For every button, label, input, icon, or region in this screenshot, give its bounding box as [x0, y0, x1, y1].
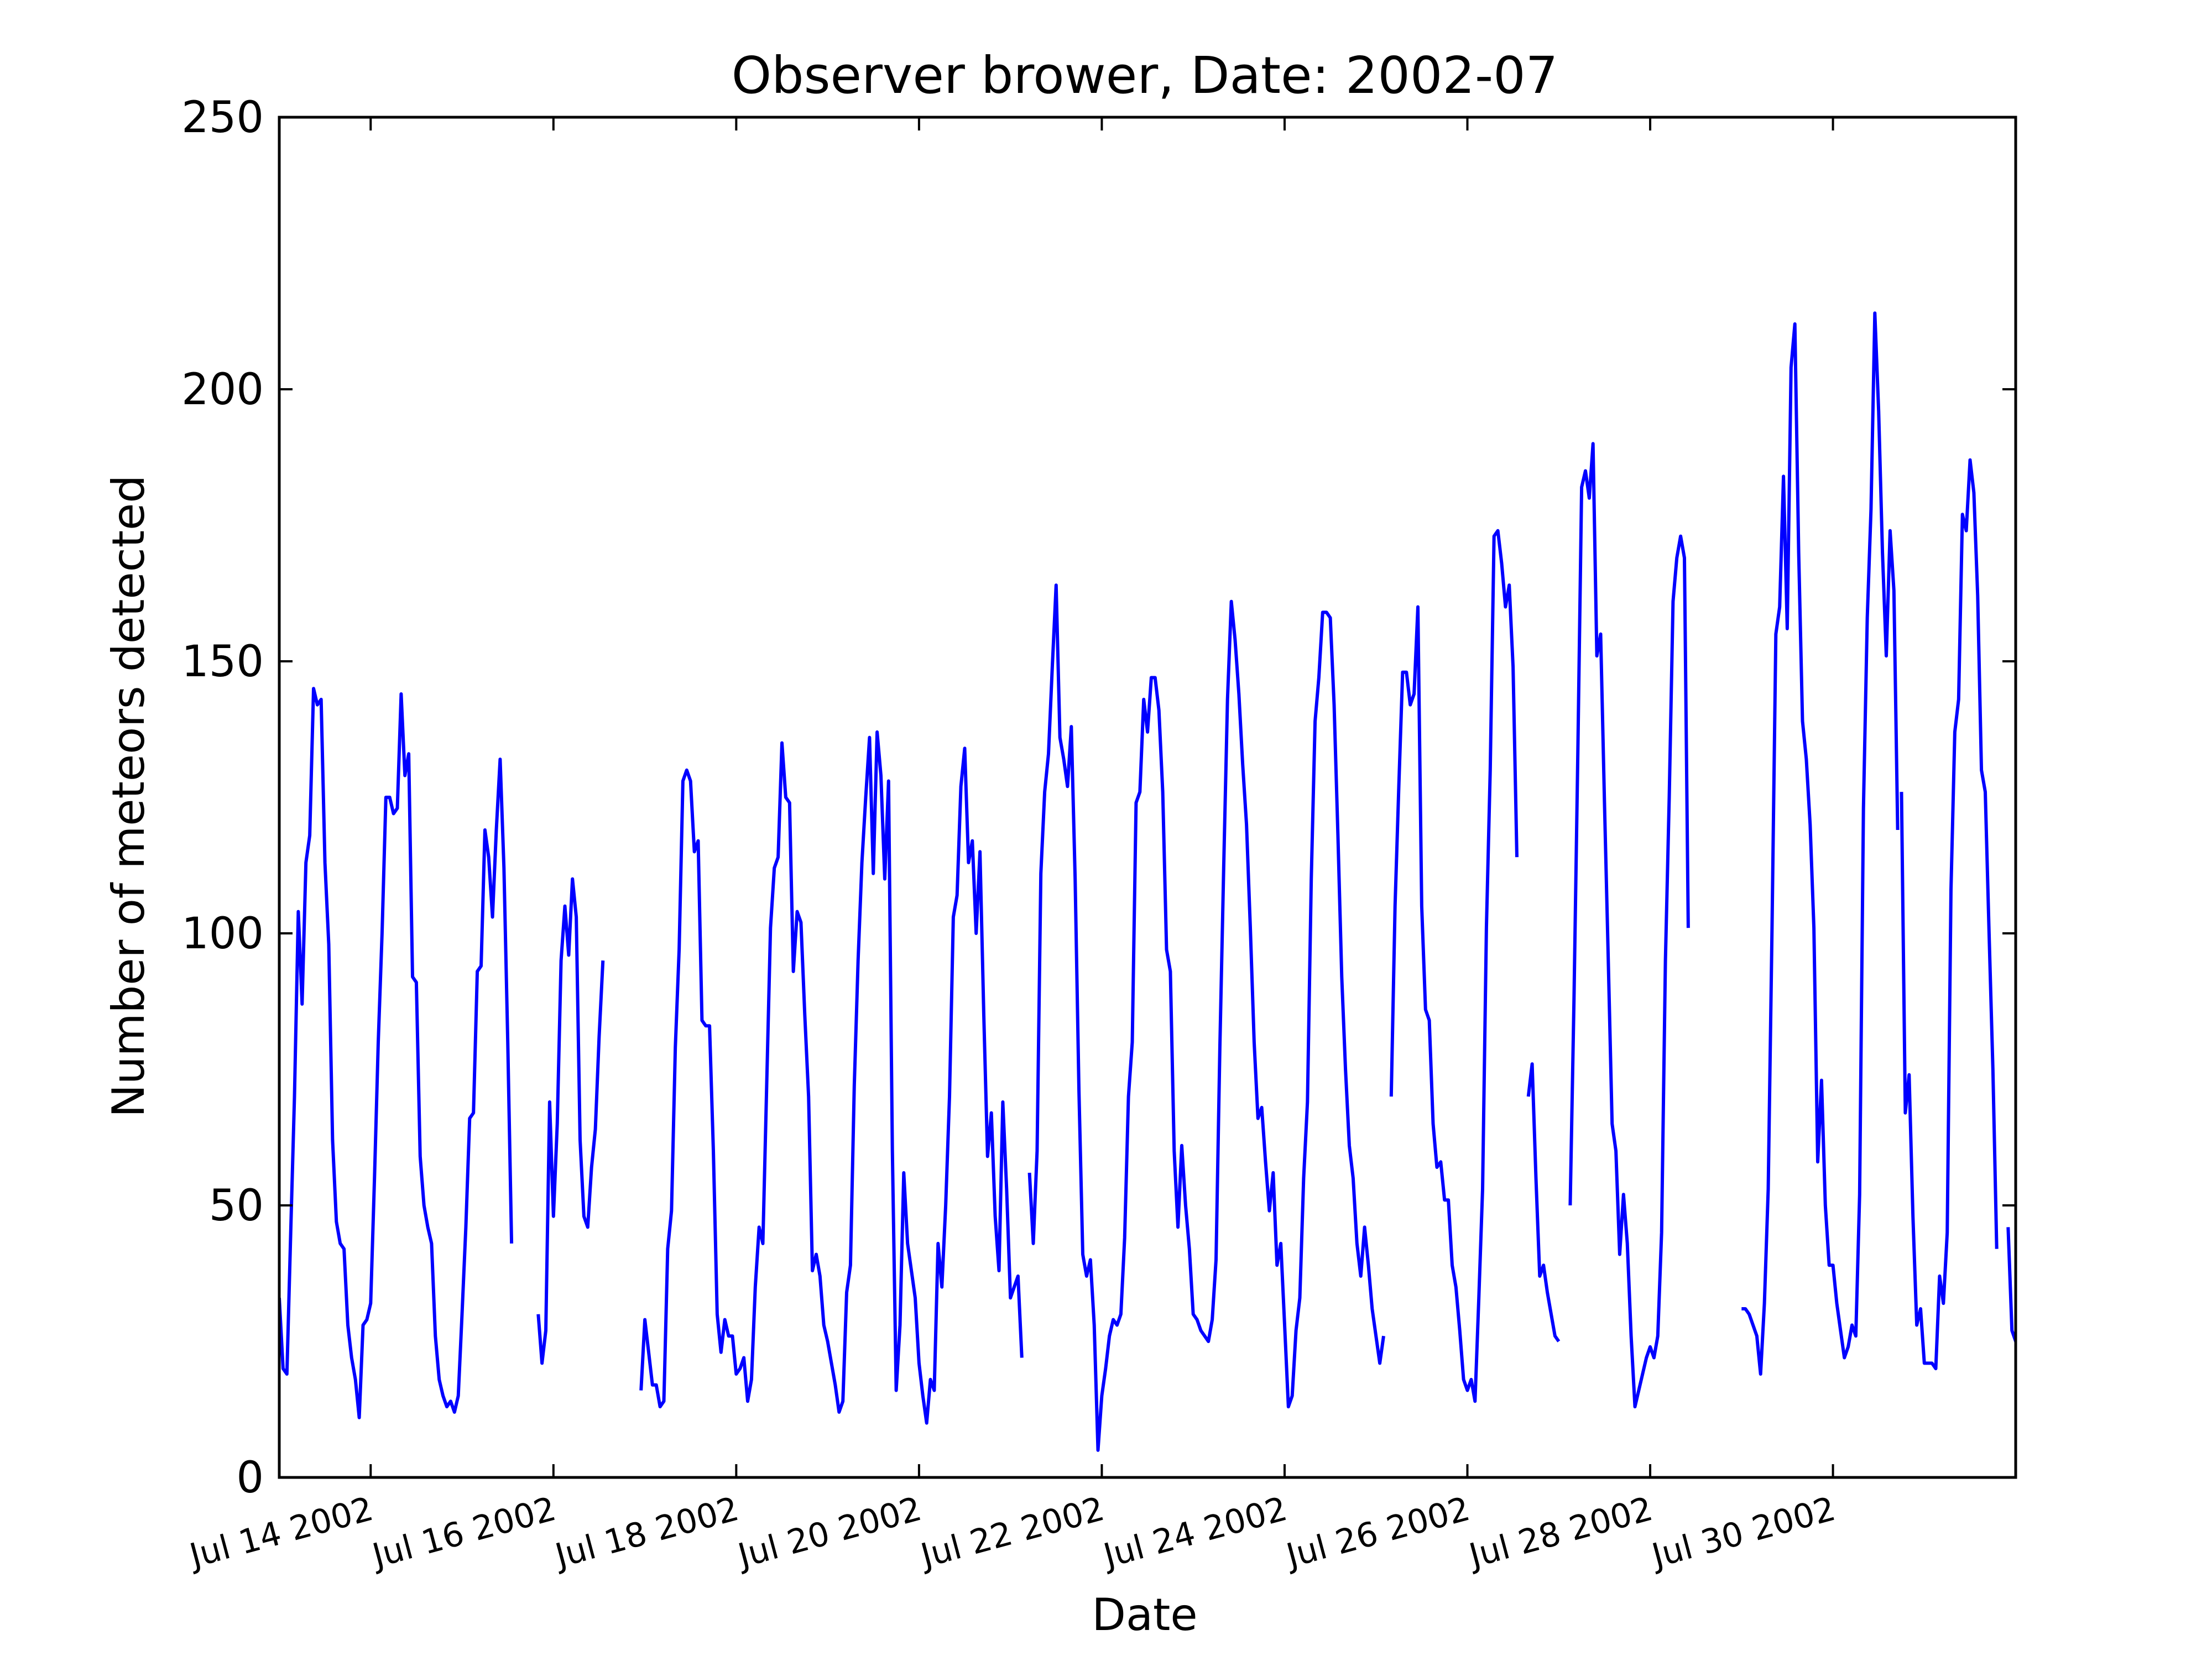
- y-tick-label: 50: [209, 1181, 264, 1231]
- series-line-segment: [1741, 311, 1900, 1376]
- axes-frame: [278, 116, 2017, 1479]
- series-line-segment: [1568, 442, 1690, 1409]
- series-line-segment: [1027, 583, 1385, 1452]
- series-line-segment: [1900, 458, 1999, 1371]
- series-line-segment: [279, 687, 514, 1419]
- y-axis-label: Number of meteors detected: [103, 475, 154, 1117]
- series-line-segment: [639, 730, 1024, 1425]
- y-tick-label: 0: [236, 1453, 264, 1503]
- y-tick-label: 100: [181, 909, 264, 959]
- series-line-segment: [1526, 1062, 1561, 1343]
- series-line-segment: [1389, 529, 1519, 1403]
- chart-title: Observer brower, Date: 2002-07: [732, 46, 1558, 105]
- y-tick-label: 150: [181, 637, 264, 687]
- series-line-segment: [536, 877, 605, 1365]
- y-tick-label: 200: [181, 365, 264, 415]
- y-tick-label: 250: [181, 93, 264, 143]
- x-axis-label: Date: [1092, 1589, 1197, 1641]
